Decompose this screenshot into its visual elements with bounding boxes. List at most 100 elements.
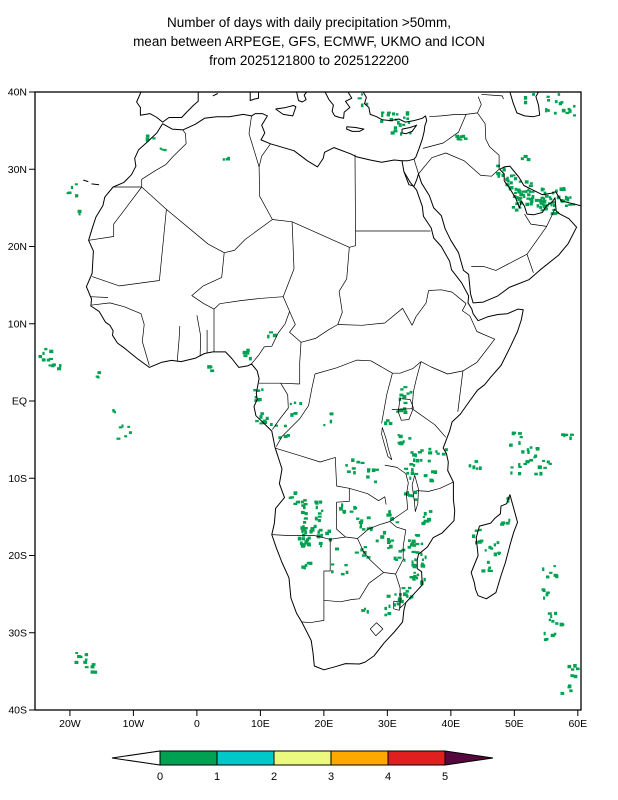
precip-cell (74, 183, 78, 186)
colorbar-under-arrow (111, 750, 161, 766)
precip-cell (361, 554, 366, 557)
precip-cell (387, 513, 392, 517)
precip-cell (410, 451, 414, 454)
precip-cell (478, 528, 482, 532)
country-border (141, 186, 209, 245)
precip-cell (481, 569, 486, 573)
precip-cell (381, 113, 384, 118)
precip-cell (364, 607, 367, 611)
precip-cell (424, 474, 427, 478)
precip-cell (523, 195, 526, 198)
precip-cell (388, 421, 393, 426)
precip-cell (75, 194, 79, 198)
precip-cell (356, 517, 360, 520)
precip-cell (318, 541, 323, 545)
country-border (395, 573, 407, 609)
country-border (301, 539, 331, 624)
country-border (208, 219, 273, 254)
precip-cell (526, 197, 531, 200)
precip-cell (366, 516, 371, 520)
precip-cell (553, 204, 556, 207)
precip-cell (554, 611, 558, 616)
precip-cell (530, 190, 535, 193)
precip-cell (387, 612, 392, 616)
precip-cell (553, 565, 556, 568)
precip-cell (444, 448, 448, 452)
precip-cell (525, 460, 530, 464)
precip-cell (528, 190, 531, 193)
precip-cell (396, 602, 400, 606)
coastline (136, 92, 199, 123)
country-border (369, 622, 384, 637)
precip-cell (354, 551, 359, 554)
precip-cell (395, 521, 400, 524)
precip-cell (388, 510, 391, 514)
precip-cell (304, 512, 308, 516)
precip-cell (331, 570, 334, 574)
coastline (83, 179, 89, 183)
precip-cell (289, 402, 292, 406)
precip-cell (420, 564, 425, 568)
precip-cell (384, 613, 388, 617)
precip-cell (402, 123, 406, 127)
precip-cell (329, 419, 333, 424)
precip-cell (304, 542, 307, 545)
precip-cell (260, 412, 264, 416)
precip-cell (406, 491, 409, 495)
precip-cell (265, 416, 269, 420)
precip-cell (543, 197, 546, 201)
precip-cell (317, 530, 320, 534)
country-border (251, 296, 290, 365)
precip-cell (286, 434, 290, 437)
precip-cell (283, 434, 288, 439)
precip-cell (227, 156, 230, 161)
precip-cell (530, 200, 534, 204)
lat-tick-label: 20N (8, 241, 27, 253)
precip-cell (301, 530, 304, 533)
precip-cell (295, 491, 298, 494)
precip-cell (542, 589, 546, 593)
precip-cell (116, 437, 121, 440)
precip-cell (496, 172, 501, 176)
precip-cell (414, 454, 417, 458)
precip-cell (472, 465, 476, 470)
precip-cell (359, 526, 362, 529)
precip-cell (387, 541, 391, 544)
precip-cell (515, 202, 519, 205)
precip-cell (48, 364, 53, 367)
country-border (336, 488, 350, 538)
country-border (418, 152, 500, 177)
precip-cell (546, 575, 550, 579)
precip-cell (290, 496, 294, 499)
precip-cell (403, 558, 406, 562)
precip-cell (145, 134, 150, 138)
country-border (389, 521, 407, 575)
precip-cell (74, 660, 79, 664)
precip-cell (414, 498, 418, 501)
precip-cell (559, 187, 563, 191)
precip-cell (546, 460, 550, 464)
country-border (481, 93, 504, 100)
precip-cell (476, 467, 479, 470)
precip-cell (548, 618, 551, 622)
precip-cell (542, 199, 545, 203)
precip-cell (431, 470, 435, 474)
precip-cell (573, 664, 577, 668)
precip-cell (406, 392, 410, 395)
precip-cell (550, 203, 553, 207)
precip-cell (564, 433, 569, 437)
precip-cell (551, 619, 555, 623)
precip-cell (540, 187, 544, 192)
precip-cell (366, 527, 370, 530)
precip-cell (576, 667, 580, 671)
precip-cell (70, 185, 74, 190)
precip-cell (90, 670, 95, 674)
precip-cell (412, 578, 416, 581)
country-border (337, 247, 350, 325)
country-border (271, 534, 346, 540)
country-border (213, 296, 284, 310)
precip-cell (310, 528, 315, 532)
precip-cell (408, 494, 412, 497)
country-border (428, 289, 467, 304)
